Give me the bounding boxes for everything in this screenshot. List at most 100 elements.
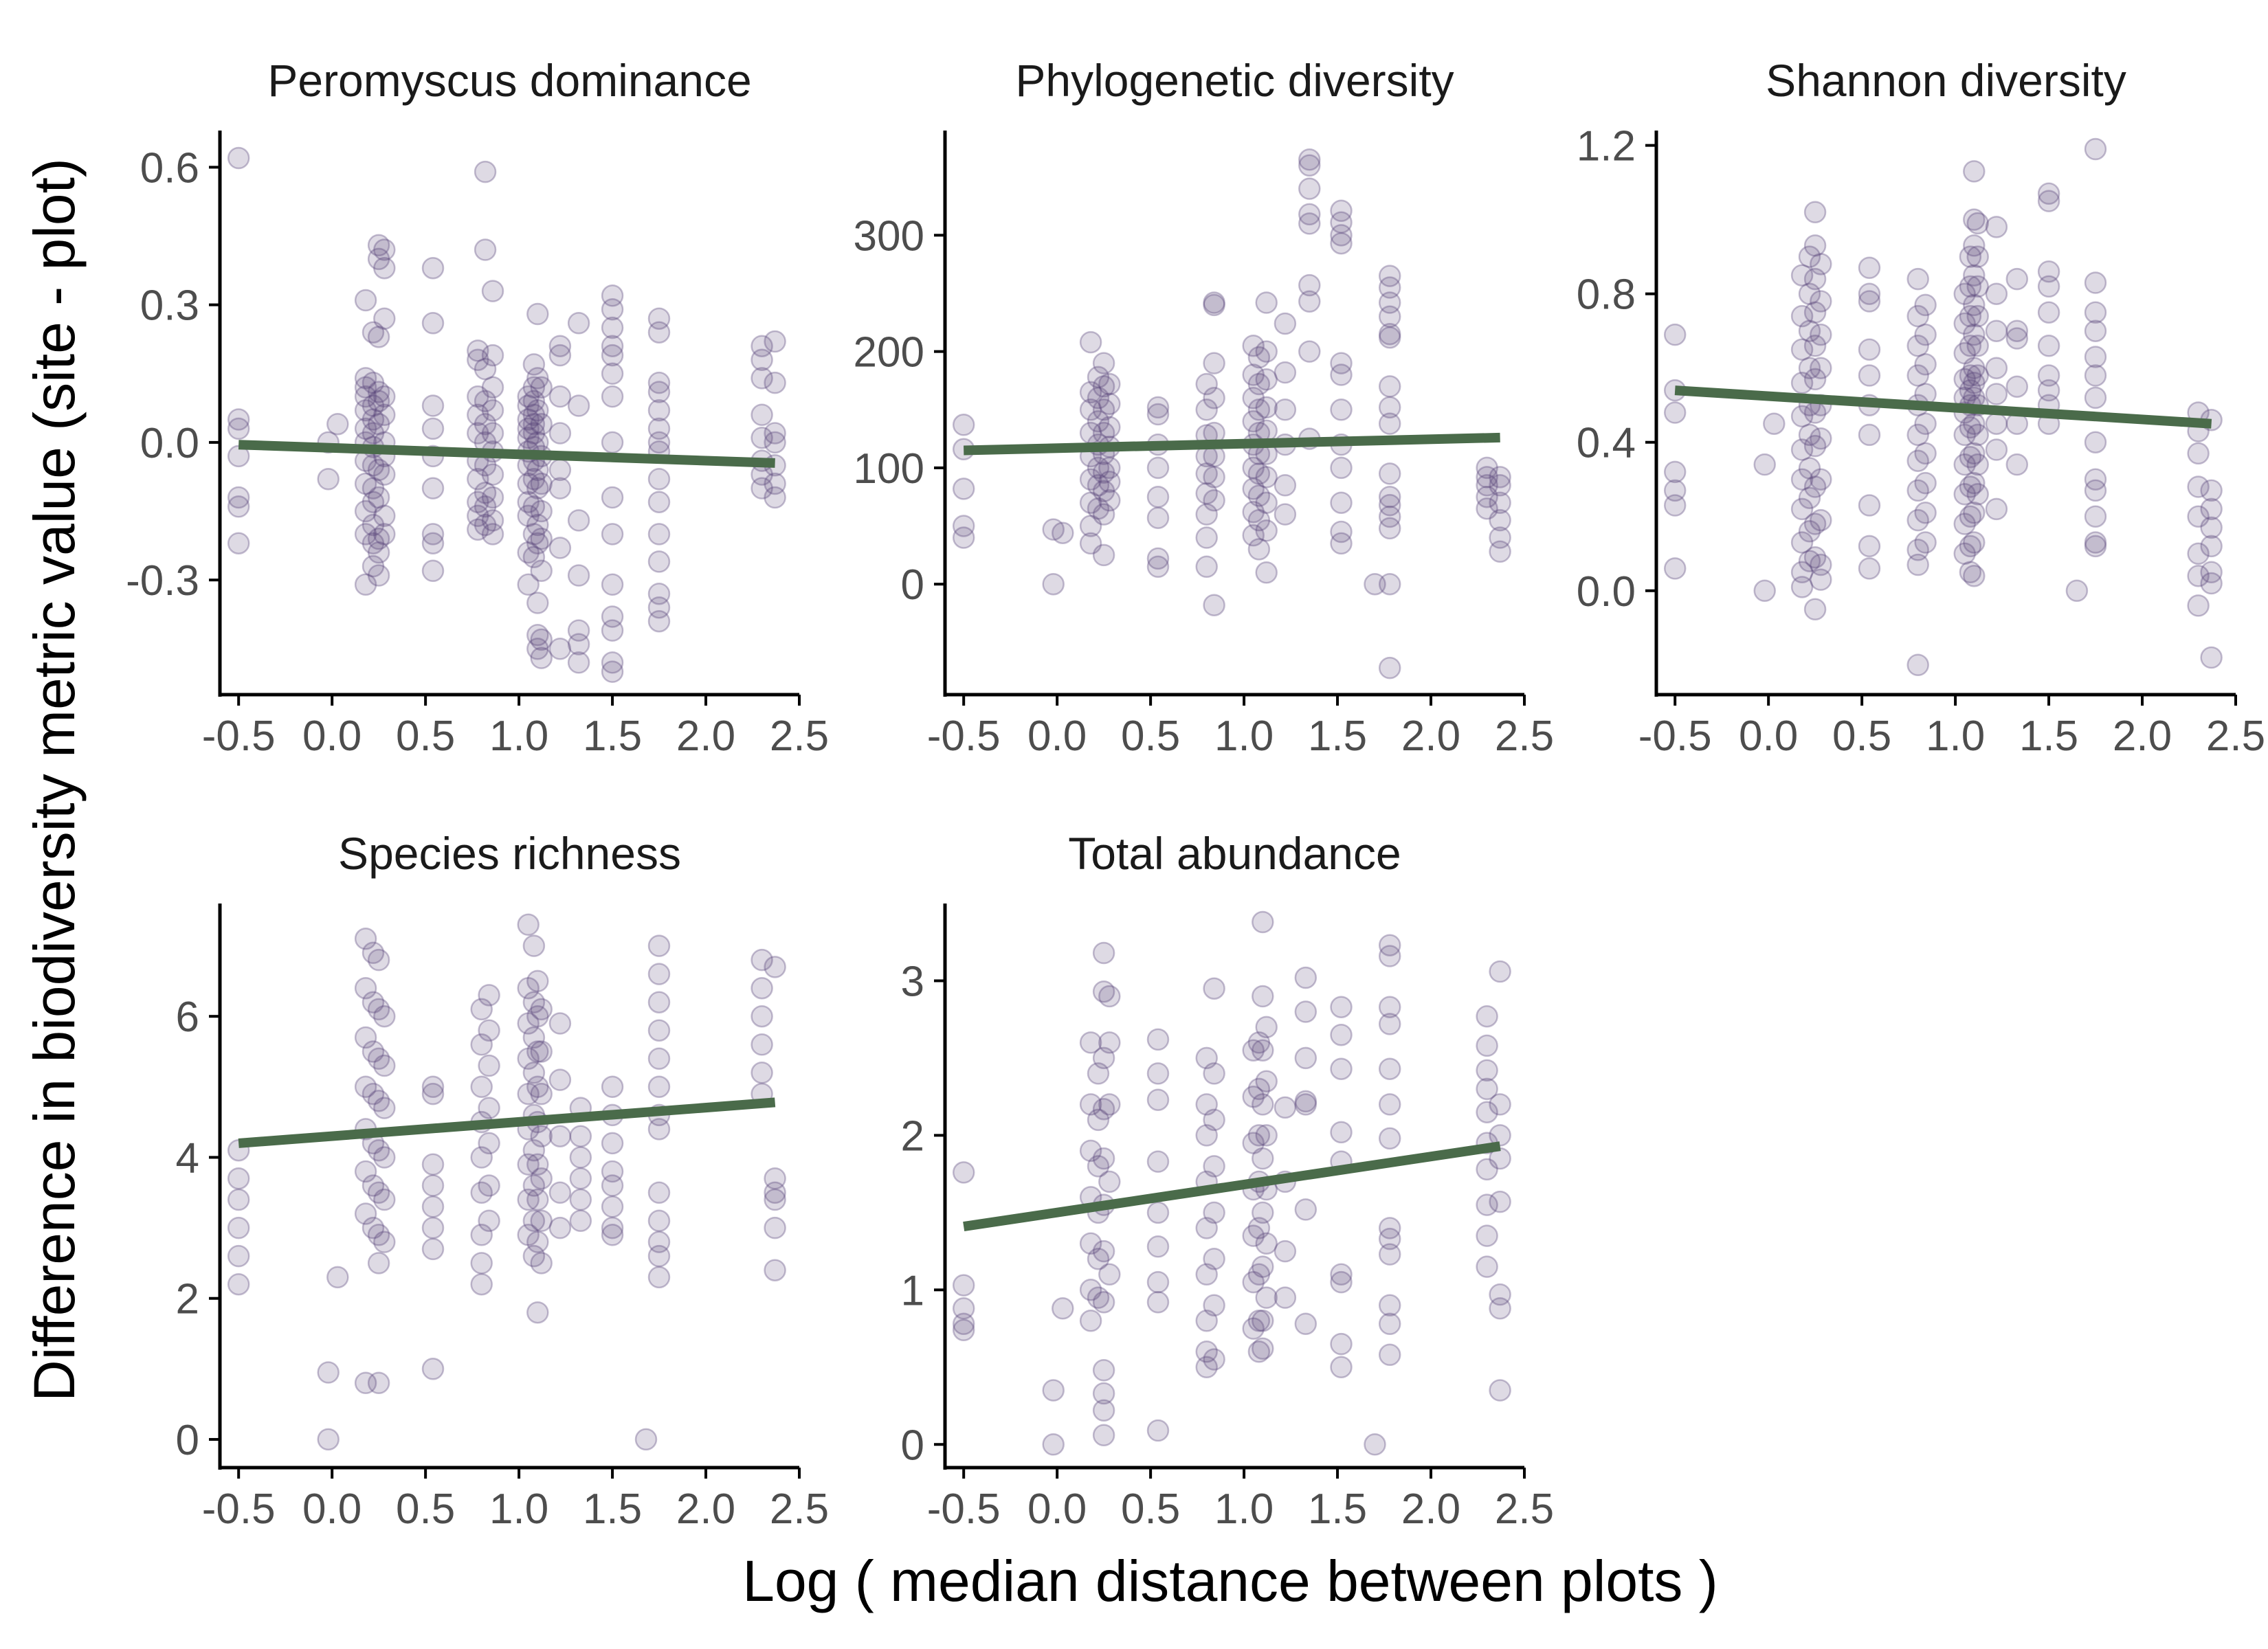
data-point <box>1146 547 1170 570</box>
data-point <box>478 1019 500 1042</box>
data-point <box>1985 357 2008 379</box>
data-point <box>1146 396 1170 419</box>
data-point <box>1098 1031 1121 1054</box>
data-point <box>647 1244 671 1268</box>
data-point <box>1906 653 1929 677</box>
data-point <box>526 477 549 500</box>
data-point <box>1790 405 1814 428</box>
data-point <box>1953 341 1976 365</box>
data-point <box>421 532 445 554</box>
x-tick-label: 1.5 <box>1308 1485 1367 1533</box>
x-tick-label: 1.0 <box>1214 1485 1274 1533</box>
data-point <box>1378 1243 1401 1266</box>
data-point <box>1203 293 1225 317</box>
data-point <box>1242 363 1265 386</box>
data-point <box>530 1125 553 1147</box>
data-point <box>1247 1217 1271 1239</box>
data-point <box>367 527 390 550</box>
data-point <box>1203 1348 1225 1371</box>
data-point <box>1247 1340 1271 1363</box>
data-point <box>1079 515 1102 537</box>
data-point <box>1087 456 1110 480</box>
data-point <box>317 468 340 491</box>
data-point <box>1242 1085 1265 1108</box>
data-point <box>326 1266 349 1289</box>
data-point <box>647 934 671 957</box>
data-point <box>601 1196 624 1218</box>
x-tick-label: 2.0 <box>676 713 735 760</box>
data-point <box>1087 387 1110 410</box>
data-point <box>1810 290 1832 313</box>
data-point <box>1203 1201 1225 1224</box>
data-point <box>367 564 390 587</box>
data-point <box>1052 1297 1074 1320</box>
data-point <box>522 495 546 518</box>
data-point <box>1378 326 1401 349</box>
data-point <box>601 573 624 596</box>
data-point <box>1803 434 1827 458</box>
data-point <box>1906 335 1929 357</box>
data-point <box>2037 275 2060 298</box>
data-point <box>2037 182 2060 205</box>
data-point <box>1247 1031 1271 1054</box>
data-point <box>517 976 540 1000</box>
data-point <box>467 403 489 427</box>
data-point <box>530 998 553 1021</box>
data-point <box>1790 438 1814 461</box>
data-point <box>1803 546 1827 569</box>
data-point <box>481 376 504 399</box>
data-point <box>1378 1294 1401 1317</box>
data-point <box>1092 399 1115 421</box>
data-point <box>2084 386 2107 410</box>
trend-line <box>963 1141 1501 1232</box>
data-point <box>1242 1317 1265 1340</box>
data-point <box>1953 483 1976 506</box>
data-point <box>952 515 975 537</box>
data-point <box>764 472 786 495</box>
data-point <box>1489 1124 1511 1147</box>
data-point <box>1195 1356 1218 1379</box>
data-point <box>601 660 624 683</box>
data-point <box>354 472 377 495</box>
data-point <box>2005 327 2029 350</box>
data-point <box>1330 1121 1353 1144</box>
data-point <box>548 422 572 445</box>
data-point <box>1985 216 2008 238</box>
data-point <box>1378 1127 1401 1150</box>
data-point <box>1298 154 1321 177</box>
data-point <box>1858 535 1881 558</box>
data-point <box>1203 1062 1225 1085</box>
data-point <box>467 518 489 541</box>
data-point <box>362 1216 385 1239</box>
data-point <box>1203 1248 1225 1270</box>
data-point <box>1803 335 1827 357</box>
x-tick-label: 2.5 <box>1495 1485 1554 1533</box>
data-point <box>517 1012 540 1035</box>
x-tick-label: 1.0 <box>1926 713 1985 760</box>
y-tick-label: 6 <box>176 994 199 1041</box>
data-point <box>1364 1433 1386 1456</box>
data-point <box>764 1167 786 1190</box>
data-point <box>1098 1263 1121 1286</box>
data-point <box>1092 1291 1115 1314</box>
x-tick-label: 0.0 <box>1027 713 1087 760</box>
data-point <box>569 1188 592 1211</box>
data-point <box>1146 403 1170 426</box>
data-point <box>764 431 786 454</box>
data-point <box>474 495 497 518</box>
data-point <box>481 509 504 532</box>
data-point <box>467 504 489 527</box>
panel: Phylogenetic diversity -0.5 0.0 0.5 1.0 1.5 2.… <box>854 55 1555 760</box>
data-point <box>354 399 377 422</box>
data-point <box>1079 1279 1102 1301</box>
data-point <box>421 1082 445 1106</box>
data-point <box>1203 291 1225 314</box>
data-point <box>1195 526 1218 549</box>
data-point <box>530 1040 553 1063</box>
data-point <box>601 1224 624 1246</box>
data-point <box>1378 322 1401 346</box>
data-point <box>1858 338 1881 361</box>
data-point <box>367 247 390 271</box>
data-point <box>952 1161 975 1184</box>
data-point <box>530 1209 553 1233</box>
